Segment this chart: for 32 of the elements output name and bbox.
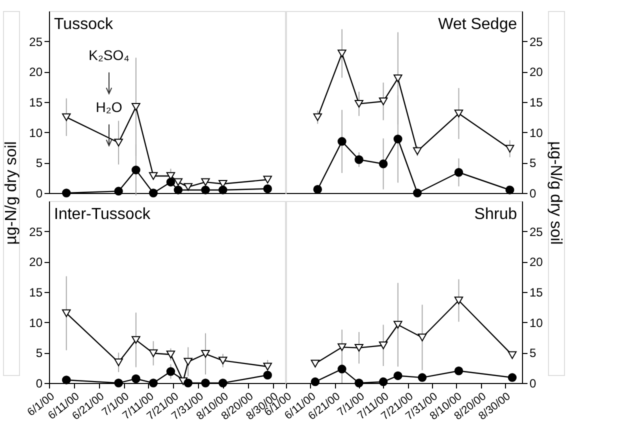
y-tick-label: 20 (530, 65, 544, 80)
annotation: H₂O (96, 99, 122, 115)
y-tick-label: 10 (530, 316, 544, 330)
y-tick-label: 20 (29, 65, 43, 80)
annotation: K₂SO₄ (88, 47, 130, 63)
y-tick-label: 20 (29, 255, 43, 270)
chart-title: Tussock (54, 16, 114, 33)
chart-title: Inter-Tussock (54, 206, 152, 223)
y-tick-label: 0 (530, 376, 536, 390)
chart-title: Wet Sedge (438, 16, 518, 33)
y-tick-label: 10 (530, 126, 544, 140)
y-tick-label: 5 (36, 346, 43, 360)
chart-title: Shrub (474, 206, 518, 223)
y-tick-label: 15 (29, 96, 43, 110)
y-axis-title: µg-N/g dry soil (547, 141, 564, 245)
y-tick-label: 25 (29, 224, 43, 239)
y-tick-label: 5 (530, 156, 536, 170)
y-tick-label: 15 (530, 286, 544, 300)
y-tick-label: 15 (530, 96, 544, 110)
y-tick-label: 25 (29, 34, 43, 49)
y-tick-label: 25 (530, 34, 544, 49)
y-tick-label: 0 (36, 376, 43, 390)
y-tick-label: 10 (29, 126, 43, 140)
y-tick-label: 5 (530, 346, 536, 360)
y-tick-label: 15 (29, 286, 43, 300)
y-tick-label: 0 (530, 186, 536, 200)
y-tick-label: 10 (29, 316, 43, 330)
y-tick-label: 0 (36, 186, 43, 200)
y-tick-label: 5 (36, 156, 43, 170)
y-tick-label: 20 (530, 255, 544, 270)
y-tick-label: 25 (530, 224, 544, 239)
y-axis-title: µg-N/g dry soil (3, 141, 20, 245)
